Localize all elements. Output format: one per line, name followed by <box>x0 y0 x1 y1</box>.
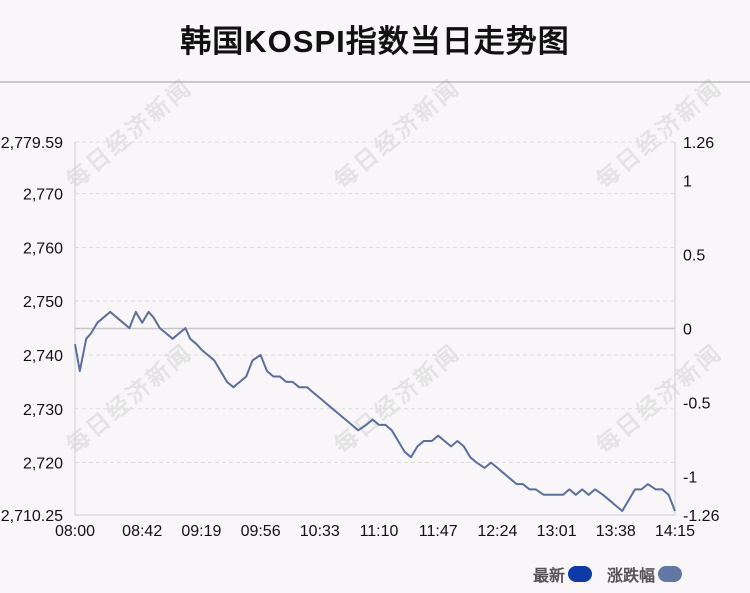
title-divider <box>0 81 750 83</box>
y-right-tick-label: -0.5 <box>683 396 711 413</box>
y-right-tick-label: 0.5 <box>683 247 705 264</box>
x-tick-label: 13:38 <box>596 523 636 540</box>
legend-label-latest: 最新 <box>533 568 566 585</box>
y-left-tick-label: 2,750 <box>23 294 63 311</box>
x-tick-label: 11:10 <box>360 523 399 540</box>
y-left-tick-label: 2,770 <box>23 187 63 204</box>
y-right-tick-label: 0 <box>683 322 692 339</box>
y-left-tick-label: 2,730 <box>23 402 63 419</box>
y-right-tick-label: -1.26 <box>683 508 720 525</box>
legend-swatch-change <box>658 566 683 582</box>
y-left-tick-label: 2,720 <box>23 456 63 473</box>
y-right-tick-label: 1 <box>683 173 692 190</box>
x-tick-label: 13:01 <box>537 523 577 540</box>
chart-title: 韩国KOSPI指数当日走势图 <box>180 24 570 59</box>
x-tick-label: 11:47 <box>419 523 458 540</box>
legend-label-change: 涨跌幅 <box>607 568 656 585</box>
y-left-tick-label: 2,779.59 <box>1 135 63 152</box>
legend: 最新 涨跌幅 <box>533 563 683 585</box>
series-line-latest <box>74 310 676 512</box>
y-left-tick-label: 2,760 <box>23 240 63 257</box>
y-right-tick-label: 1.26 <box>683 135 714 152</box>
x-tick-label: 08:00 <box>55 523 95 540</box>
x-tick-label: 12:24 <box>477 523 517 540</box>
x-tick-label: 14:15 <box>655 523 695 540</box>
x-tick-label: 09:19 <box>181 523 221 540</box>
legend-swatch-latest <box>568 566 593 582</box>
y-left-tick-label: 2,740 <box>23 348 63 365</box>
y-right-tick-label: -1 <box>683 470 697 487</box>
x-tick-label: 10:33 <box>300 523 340 540</box>
y-left-tick-label: 2,710.25 <box>1 508 63 525</box>
x-tick-label: 09:56 <box>241 523 281 540</box>
x-tick-label: 08:42 <box>122 523 162 540</box>
